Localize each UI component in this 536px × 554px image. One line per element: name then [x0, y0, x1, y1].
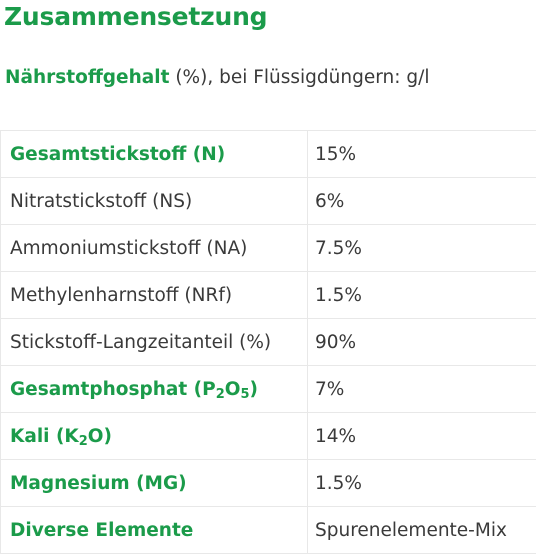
- label-text: O): [88, 426, 112, 447]
- row-label: Gesamtphosphat (P2O5): [1, 366, 308, 413]
- row-label: Ammoniumstickstoff (NA): [1, 225, 308, 272]
- row-value: 1.5%: [308, 272, 536, 319]
- table-row: Gesamtstickstoff (N) 15%: [1, 131, 536, 178]
- table-row: Kali (K2O) 14%: [1, 413, 536, 460]
- label-text: O: [225, 379, 241, 400]
- nutrient-content-label: Nährstoffgehalt: [5, 67, 169, 88]
- row-value: 14%: [308, 413, 536, 460]
- row-label: Stickstoff-Langzeitanteil (%): [1, 319, 308, 366]
- row-label: Magnesium (MG): [1, 460, 308, 507]
- row-label: Methylenharnstoff (NRf): [1, 272, 308, 319]
- row-label: Kali (K2O): [1, 413, 308, 460]
- page-title: Zusammensetzung: [4, 2, 267, 31]
- table-row: Gesamtphosphat (P2O5) 7%: [1, 366, 536, 413]
- label-text: ): [250, 379, 258, 400]
- nutrient-content-heading: Nährstoffgehalt (%), bei Flüssigdüngern:…: [5, 67, 429, 88]
- table-row: Stickstoff-Langzeitanteil (%) 90%: [1, 319, 536, 366]
- composition-table: Gesamtstickstoff (N) 15% Nitratstickstof…: [0, 130, 536, 554]
- subscript: 2: [79, 434, 88, 449]
- table-row: Methylenharnstoff (NRf) 1.5%: [1, 272, 536, 319]
- subscript: 2: [216, 387, 225, 402]
- table-row: Ammoniumstickstoff (NA) 7.5%: [1, 225, 536, 272]
- row-value: 7.5%: [308, 225, 536, 272]
- label-text: Kali (K: [10, 426, 79, 447]
- table-row: Magnesium (MG) 1.5%: [1, 460, 536, 507]
- row-value: 7%: [308, 366, 536, 413]
- table-row: Nitratstickstoff (NS) 6%: [1, 178, 536, 225]
- row-value: Spurenelemente-Mix: [308, 507, 536, 554]
- row-label: Nitratstickstoff (NS): [1, 178, 308, 225]
- row-value: 1.5%: [308, 460, 536, 507]
- nutrient-content-unit-note: (%), bei Flüssigdüngern: g/l: [169, 67, 429, 88]
- row-label: Gesamtstickstoff (N): [1, 131, 308, 178]
- table-row: Diverse Elemente Spurenelemente-Mix: [1, 507, 536, 554]
- row-value: 6%: [308, 178, 536, 225]
- label-text: Gesamtphosphat (P: [10, 379, 216, 400]
- subscript: 5: [240, 387, 249, 402]
- row-value: 15%: [308, 131, 536, 178]
- row-value: 90%: [308, 319, 536, 366]
- row-label: Diverse Elemente: [1, 507, 308, 554]
